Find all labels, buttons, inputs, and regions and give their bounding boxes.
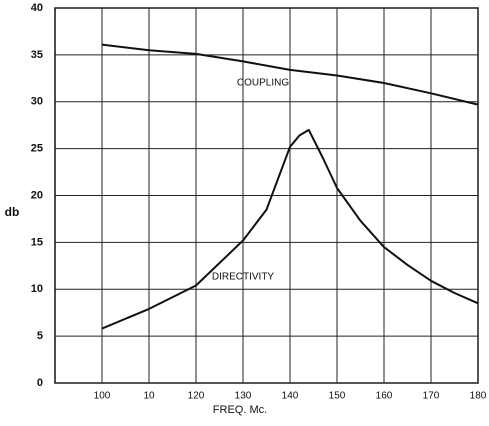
y-axis-label: db <box>5 205 20 219</box>
x-tick-label: 100 <box>94 391 111 402</box>
x-tick-label: 180 <box>470 391 487 402</box>
x-tick-label: 170 <box>423 391 440 402</box>
y-tick-label: 35 <box>31 49 43 61</box>
series-label: DIRECTIVITY <box>212 272 275 283</box>
y-tick-label: 5 <box>37 330 43 342</box>
x-tick-label: 160 <box>376 391 393 402</box>
y-tick-label: 15 <box>31 236 43 248</box>
y-tick-label: 0 <box>37 377 43 389</box>
x-tick-label: 150 <box>329 391 346 402</box>
x-tick-label: 140 <box>282 391 299 402</box>
series-line <box>101 43 479 106</box>
series-line <box>101 128 479 330</box>
y-tick-label: 10 <box>31 283 43 295</box>
x-tick-label: 130 <box>235 391 252 402</box>
x-axis-label: FREQ. Mc. <box>213 404 267 416</box>
y-tick-label: 20 <box>31 189 43 201</box>
y-tick-label: 30 <box>31 96 43 108</box>
y-tick-label: 25 <box>31 143 43 155</box>
x-tick-label: 10 <box>143 391 155 402</box>
y-tick-label: 40 <box>31 2 43 14</box>
x-tick-label: 120 <box>188 391 205 402</box>
series-label: COUPLING <box>237 78 289 89</box>
